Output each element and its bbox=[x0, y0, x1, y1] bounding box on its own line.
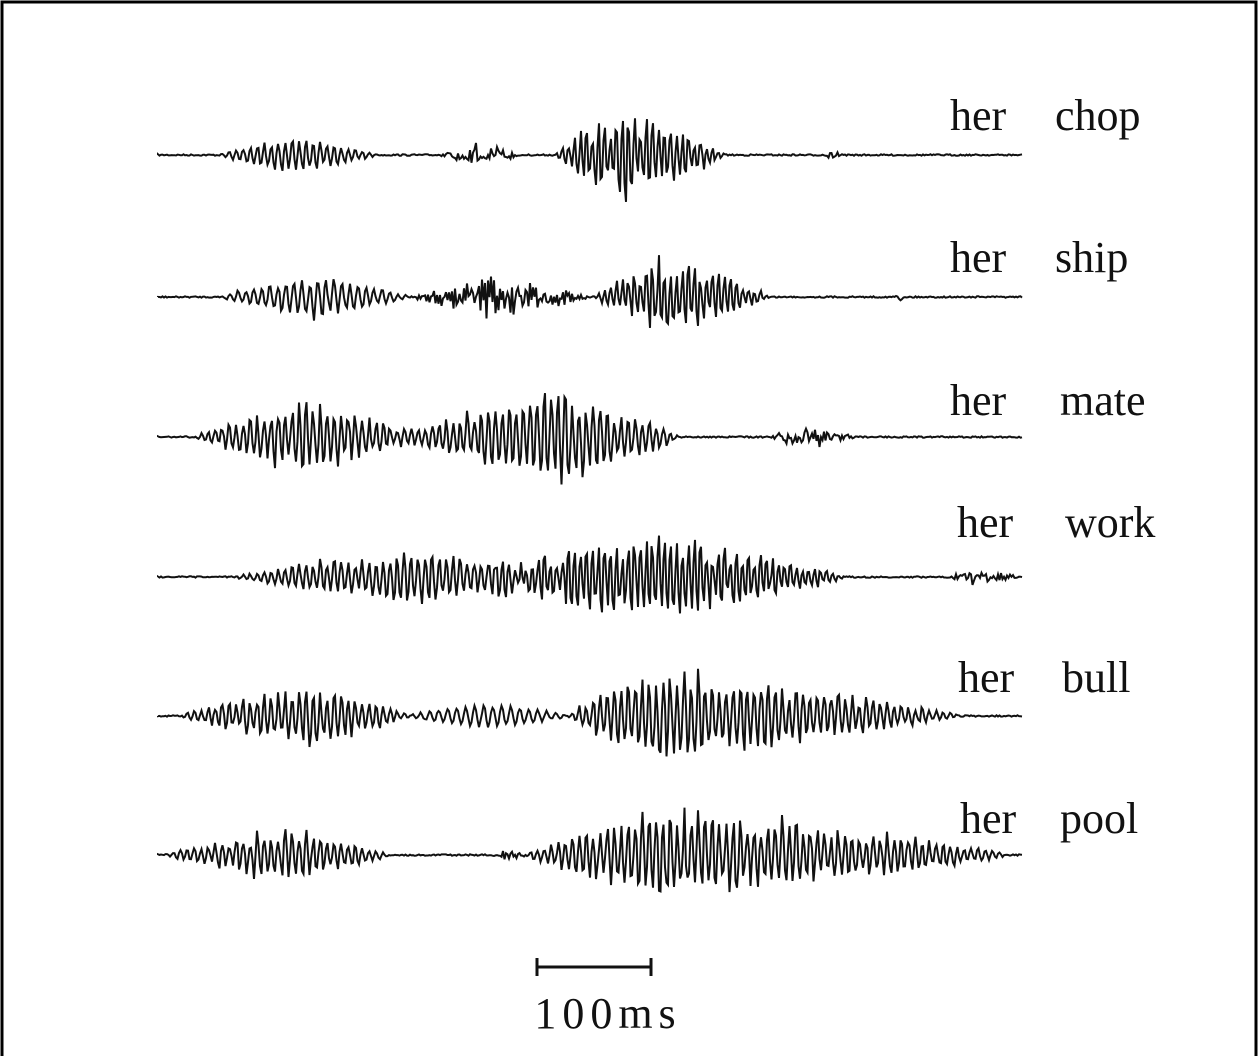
label-word2: ship bbox=[1055, 233, 1128, 282]
label-word1: her bbox=[950, 376, 1007, 425]
waveform bbox=[157, 668, 1023, 757]
scale-bar: 100ms bbox=[534, 958, 681, 1038]
label-word2: chop bbox=[1055, 91, 1141, 140]
label-word1: her bbox=[950, 91, 1007, 140]
label-word2: mate bbox=[1060, 376, 1146, 425]
label-word2: bull bbox=[1062, 653, 1130, 702]
waveform bbox=[157, 255, 1023, 328]
label-word1: her bbox=[950, 233, 1007, 282]
label-word1: her bbox=[957, 498, 1014, 547]
label-word2: pool bbox=[1060, 794, 1138, 843]
label-word2: work bbox=[1065, 498, 1155, 547]
scale-label: 100ms bbox=[534, 989, 681, 1038]
label-word1: her bbox=[958, 653, 1015, 702]
waveform bbox=[157, 807, 1023, 893]
waveform bbox=[157, 392, 1023, 485]
waveform bbox=[157, 118, 1023, 202]
label-word1: her bbox=[960, 794, 1017, 843]
waveform bbox=[157, 535, 1023, 614]
waveforms bbox=[157, 118, 1023, 893]
